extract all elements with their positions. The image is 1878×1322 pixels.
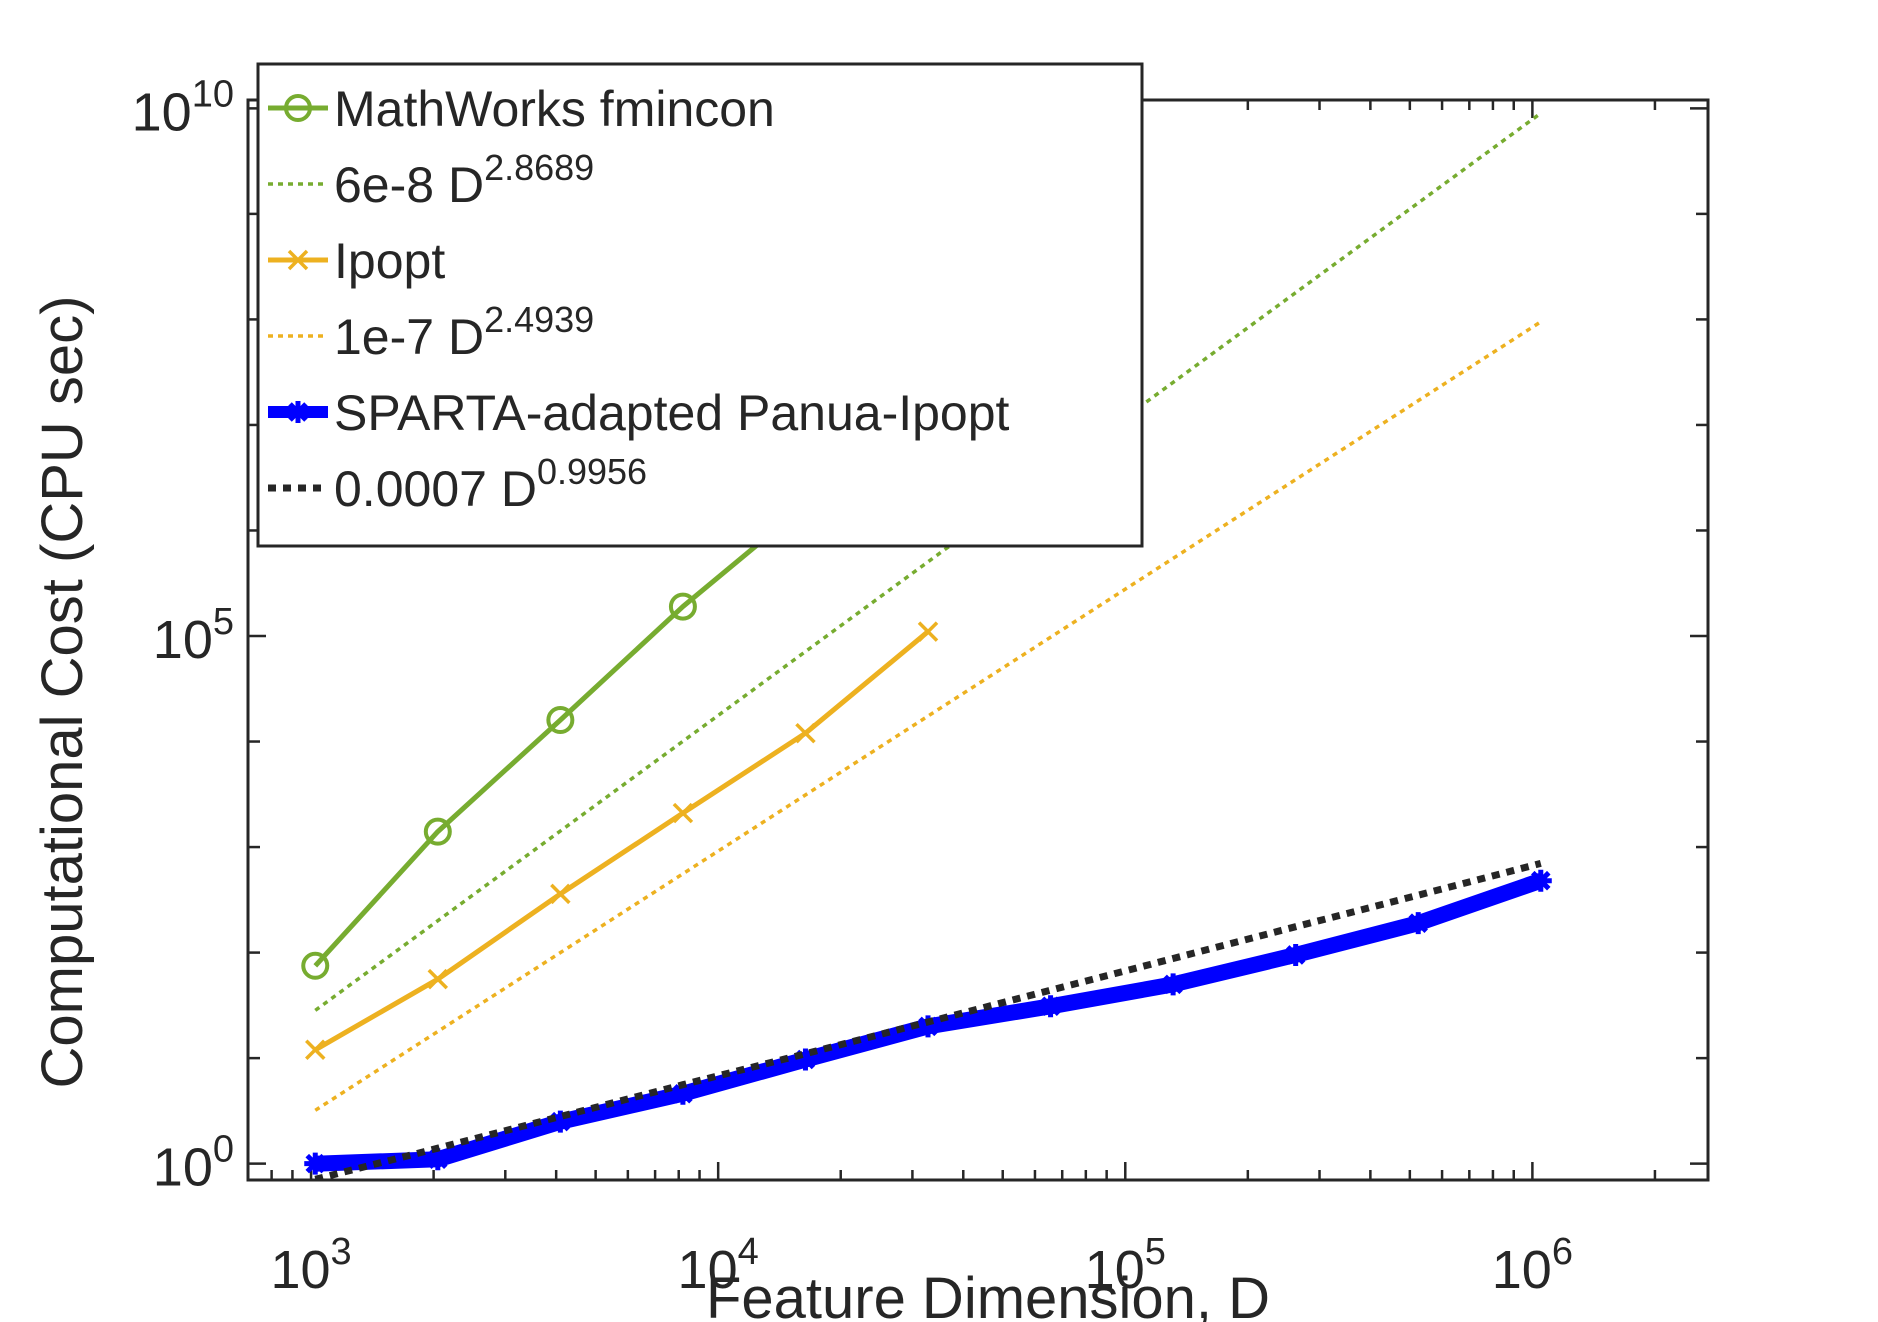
data-point	[1284, 943, 1307, 966]
series-1e-7-d-2-4939	[314, 320, 1542, 1112]
x-axis-label: Feature Dimension, D	[706, 1266, 1270, 1322]
legend-entry: Ipopt	[334, 233, 445, 289]
legend: MathWorks fmincon 6e-8 D2.8689 Ipopt 1e-7 D…	[256, 62, 1144, 548]
y-axis-label: Computational Cost (CPU sec)	[30, 296, 95, 1089]
series-6e-8-d-2-8689	[314, 111, 1542, 1012]
data-point	[671, 1082, 694, 1105]
x-tick-label: 103	[270, 1231, 351, 1300]
series-line	[314, 320, 1542, 1112]
x-tick-label: 104	[678, 1231, 759, 1300]
data-point	[1407, 912, 1430, 935]
legend-marker	[284, 94, 312, 122]
series-line	[314, 111, 1542, 1012]
data-point	[426, 1148, 449, 1171]
data-point	[1039, 995, 1062, 1018]
data-point	[301, 951, 330, 980]
data-point	[1162, 973, 1185, 996]
data-point	[794, 1048, 817, 1071]
data-point	[305, 1039, 326, 1061]
legend-entry: 0.0007 D0.9956	[334, 451, 647, 517]
data-point	[917, 1015, 940, 1038]
plot-series-group	[301, 111, 1552, 1180]
data-point	[795, 722, 816, 744]
series-sparta-adapted-panua-ipopt	[304, 869, 1552, 1175]
series-line	[314, 629, 930, 1052]
legend-entry: SPARTA-adapted Panua-Ipopt	[334, 385, 1010, 441]
series-ipopt	[305, 621, 939, 1061]
y-tick-label: 1010	[132, 73, 234, 142]
x-tick-label: 106	[1492, 1231, 1573, 1300]
legend-box	[256, 62, 1144, 548]
legend-marker	[287, 249, 309, 271]
legend-entry: 6e-8 D2.8689	[334, 147, 594, 213]
data-point	[668, 592, 697, 621]
data-point	[427, 968, 449, 990]
legend-entry: MathWorks fmincon	[334, 81, 775, 137]
legend-marker	[287, 401, 309, 423]
data-point	[549, 1110, 572, 1133]
data-point	[304, 1152, 327, 1175]
data-point	[672, 802, 694, 824]
data-point	[423, 817, 452, 846]
data-point	[546, 705, 575, 734]
data-point	[917, 621, 939, 642]
y-tick-label: 100	[153, 1129, 234, 1198]
legend-entry: 1e-7 D2.4939	[334, 299, 594, 365]
series-line	[314, 860, 1542, 1180]
tick-labels: 103 104 105 106 100 105 1010	[132, 73, 1573, 1300]
series-0-0007-d-0-9956	[314, 860, 1542, 1180]
series-layer	[301, 111, 1552, 1180]
data-point	[1529, 869, 1552, 892]
y-tick-label: 105	[153, 601, 234, 670]
data-point	[550, 883, 571, 905]
x-tick-label: 105	[1085, 1231, 1166, 1300]
